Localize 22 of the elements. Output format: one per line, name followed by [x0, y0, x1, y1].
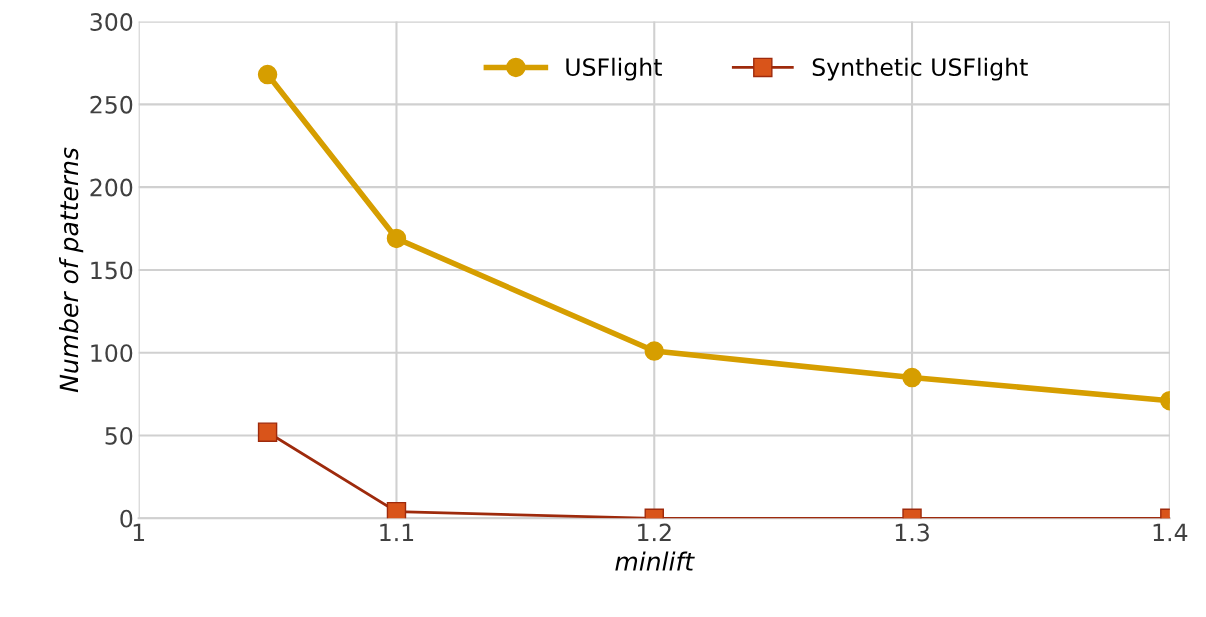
legend-label: USFlight [566, 57, 662, 81]
y-tick-label: 150 [91, 261, 133, 280]
x-tick-label: 1 [133, 523, 145, 542]
x-tick-label: 1.1 [380, 523, 414, 542]
x-tick-label: 1.4 [1153, 523, 1188, 542]
y-tick-label: 250 [90, 95, 133, 114]
point [386, 228, 407, 249]
x-tick-label: 1.3 [895, 523, 929, 542]
point [257, 64, 278, 85]
point [902, 367, 922, 388]
y-tick-label: 0 [120, 509, 133, 528]
point [644, 341, 664, 361]
point [386, 501, 407, 519]
x-tick-label: 1.2 [638, 523, 671, 542]
y-tick-label: 200 [90, 178, 133, 197]
point [257, 422, 278, 442]
y-tick-label: 300 [90, 13, 133, 31]
y-tick-label: 100 [91, 344, 133, 363]
x-axis-title: minlift [615, 551, 695, 571]
y-axis-title: Number of patterns [59, 147, 84, 393]
legend-label: Synthetic USFlight [812, 57, 1028, 81]
y-tick-label: 50 [105, 426, 133, 445]
